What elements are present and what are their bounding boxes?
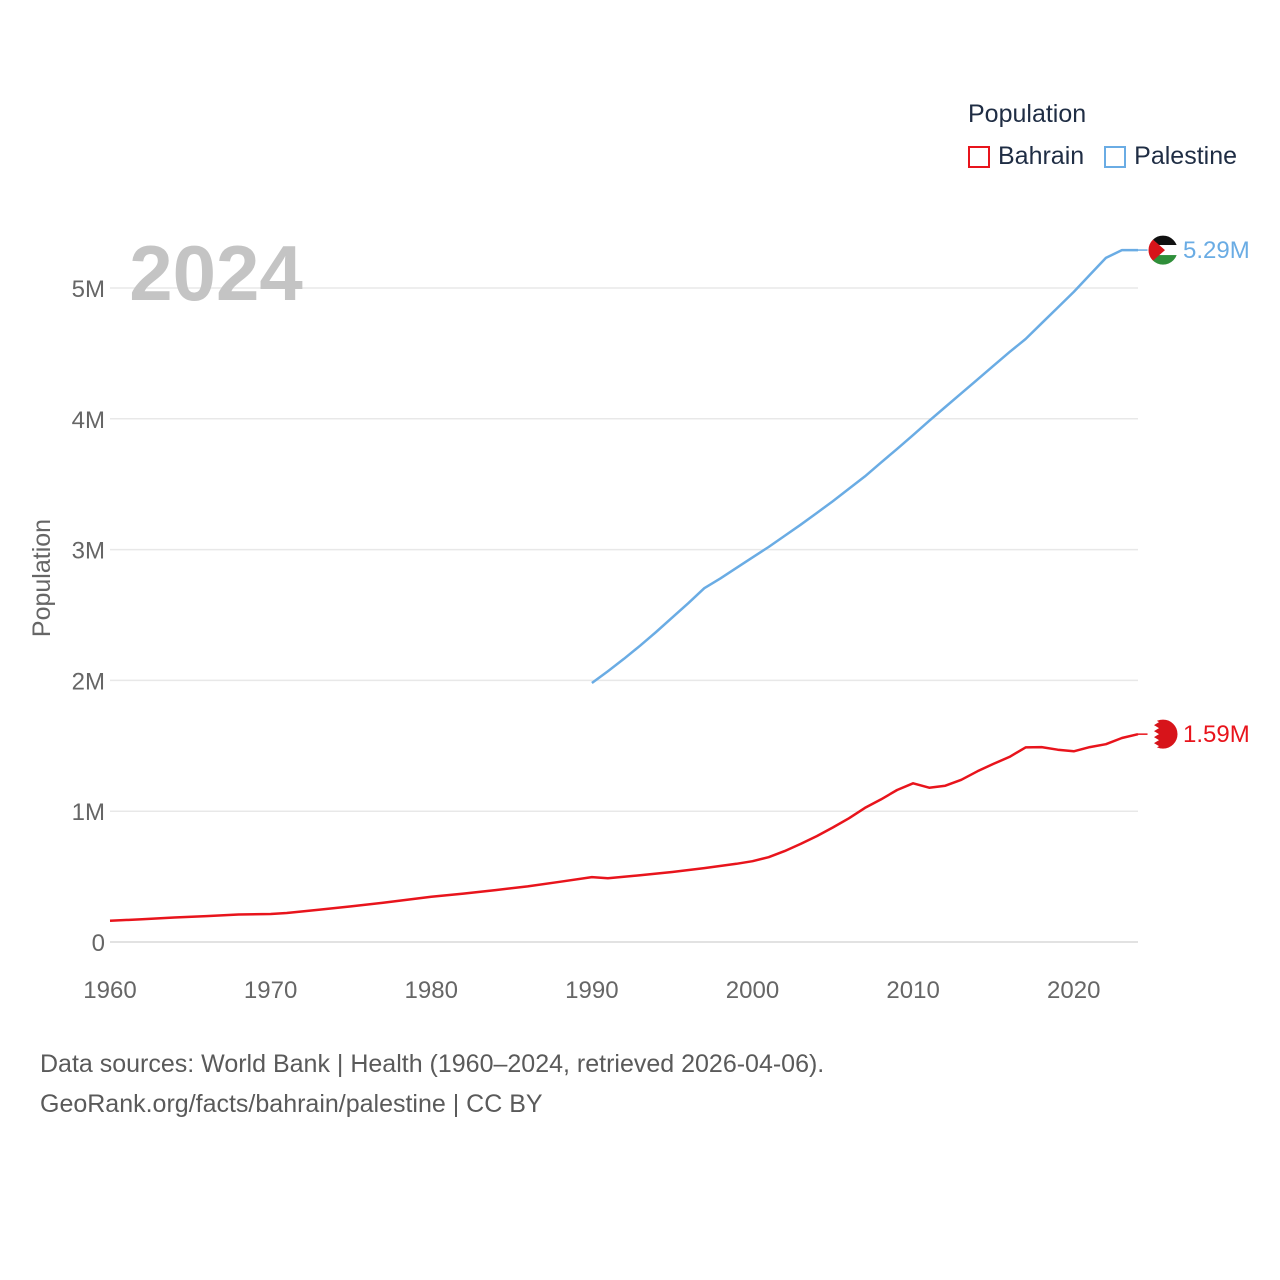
x-tick-label: 2000 xyxy=(726,977,779,1004)
series-line-bahrain xyxy=(109,732,1139,923)
year-label: 2024 xyxy=(129,229,303,317)
x-tick-label: 1960 xyxy=(83,977,136,1004)
footer: Data sources: World Bank | Health (1960–… xyxy=(40,1044,824,1124)
end-value-label: 1.59M xyxy=(1183,721,1250,748)
legend-swatch-palestine xyxy=(1104,145,1127,168)
x-axis-ticks: 1960 1970 1980 1990 2000 2010 2020 xyxy=(83,977,1100,1004)
legend-item-bahrain[interactable]: Bahrain xyxy=(968,142,1084,171)
y-axis-ticks: 0 1M 2M 3M 4M 5M xyxy=(72,276,105,957)
source-link[interactable]: GeoRank.org/facts/bahrain/palestine | CC… xyxy=(40,1090,543,1118)
y-tick-label: 4M xyxy=(72,407,105,434)
x-tick-label: 1990 xyxy=(565,977,618,1004)
y-tick-label: 5M xyxy=(72,276,105,303)
series-line-palestine xyxy=(591,248,1138,685)
legend-label-bahrain: Bahrain xyxy=(998,142,1085,170)
x-tick-label: 2010 xyxy=(886,977,939,1004)
end-markers: 1.59M 5.29M xyxy=(1138,234,1250,750)
y-tick-label: 2M xyxy=(72,668,105,695)
data-source-note: Data sources: World Bank | Health (1960–… xyxy=(40,1050,825,1078)
legend-title: Population xyxy=(968,100,1087,128)
legend: Bahrain Palestine xyxy=(968,142,1257,171)
y-tick-label: 3M xyxy=(72,538,105,565)
x-tick-label: 1970 xyxy=(244,977,297,1004)
bahrain-flag-icon xyxy=(1147,718,1179,750)
legend-item-palestine[interactable]: Palestine xyxy=(1104,142,1237,171)
y-tick-label: 1M xyxy=(72,799,105,826)
series-layer xyxy=(109,248,1139,923)
y-axis-label: Population xyxy=(28,519,56,637)
palestine-flag-icon xyxy=(1147,234,1179,266)
legend-label-palestine: Palestine xyxy=(1134,142,1238,170)
x-tick-label: 2020 xyxy=(1047,977,1100,1004)
y-tick-label: 0 xyxy=(92,930,105,957)
x-tick-label: 1980 xyxy=(405,977,458,1004)
end-value-label: 5.29M xyxy=(1183,237,1250,264)
legend-swatch-bahrain xyxy=(968,145,990,168)
gridlines xyxy=(110,287,1138,943)
